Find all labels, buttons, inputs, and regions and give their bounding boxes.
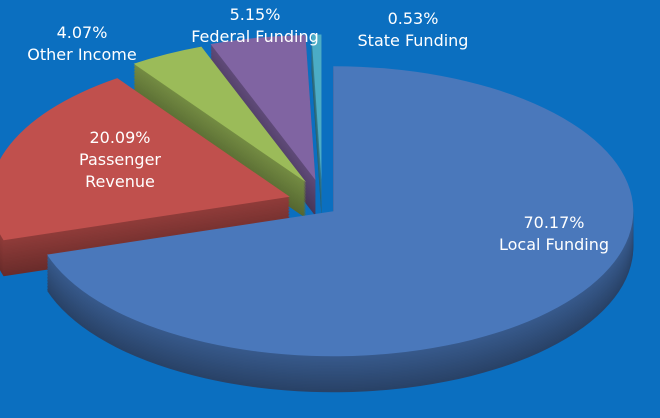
category-label: Local Funding (498, 235, 610, 254)
slice-label: 70.17% Local Funding (484, 212, 624, 256)
slice-top (47, 66, 634, 357)
slice-label: 0.53% State Funding (338, 8, 488, 52)
slice-label: 20.09% Passenger Revenue (65, 127, 175, 193)
slice-top (133, 46, 307, 183)
value-label: 70.17% (523, 213, 585, 232)
category-label: Other Income (27, 45, 137, 64)
value-label: 0.53% (387, 9, 439, 28)
pie-slice (311, 34, 322, 216)
slice-top (311, 34, 322, 180)
category-label: Passenger Revenue (79, 150, 161, 191)
value-label: 5.15% (229, 5, 281, 24)
slice-top (0, 78, 290, 241)
slice-label: 4.07% Other Income (7, 22, 157, 66)
pie-slice (47, 66, 634, 393)
slice-label: 5.15% Federal Funding (170, 4, 340, 48)
value-label: 20.09% (89, 128, 151, 147)
value-label: 4.07% (56, 23, 108, 42)
category-label: State Funding (357, 31, 469, 50)
pie-slice (0, 78, 290, 277)
category-label: Federal Funding (191, 27, 319, 46)
slice-top (210, 35, 316, 180)
